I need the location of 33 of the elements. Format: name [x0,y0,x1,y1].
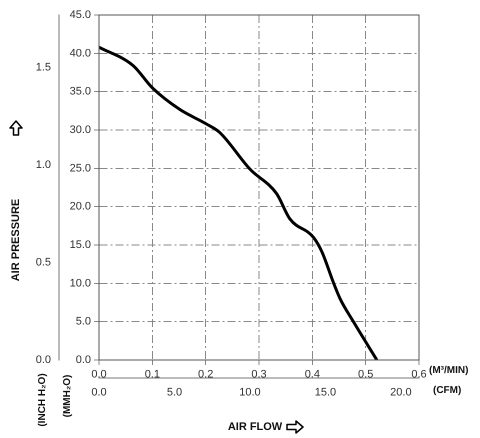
y2-axis-title: (INCH H₂O) [36,373,48,427]
y-tick-label: 15.0 [70,239,91,252]
x-tick-label: 0.4 [304,368,320,381]
y2-tick-label: 1.5 [36,62,51,74]
y-tick-label: 0.0 [76,354,91,366]
x-tick-label: 0.6 [411,368,427,381]
text: AIR PRESSURE [10,198,22,282]
x2-tick-label: 10.0 [239,386,261,399]
y-axis-title: (MMH₂O) [62,374,73,418]
y-tick-label: 45.0 [70,9,91,22]
y-tick-label: 30.0 [70,124,91,136]
x-tick-label: 0.1 [144,368,160,381]
y-tick-label: 40.0 [70,47,91,60]
x-tick-label: 0.2 [198,368,214,381]
x2-tick-label: 5.0 [166,386,182,399]
y2-tick-label: 1.0 [36,159,51,172]
y-tick-label: 20.0 [70,200,91,213]
y2-tick-label: 0.5 [36,256,51,269]
x2-tick-label: 0.0 [91,386,107,399]
x2-tick-label: 15.0 [314,386,336,399]
x-tick-label: 0.3 [251,368,267,381]
y-tick-label: 5.0 [76,316,91,328]
x-tick-label: 0.0 [91,368,107,381]
y2-tick-label: 0.0 [36,354,51,366]
x2-axis-title: (CFM) [433,384,462,396]
x-tick-label: 0.5 [358,368,374,381]
x2-tick-label: 20.0 [390,386,412,399]
y-tick-label: 35.0 [70,86,91,98]
text: AIR FLOW [228,421,283,434]
y-tick-label: 10.0 [70,277,91,290]
line-series [99,46,378,360]
x-axis-title: (M³/MIN) [429,364,468,376]
y-tick-label: 25.0 [70,162,91,174]
